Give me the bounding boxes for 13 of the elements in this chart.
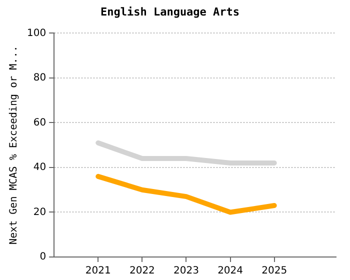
y-tick-label: 80: [33, 72, 46, 84]
y-axis-title: Next Gen MCAS % Exceeding or M...: [8, 46, 20, 244]
y-tick-label: 20: [33, 206, 46, 218]
y-tick-label: 100: [26, 28, 46, 39]
x-tick-label: 2022: [129, 266, 155, 277]
x-tick-label: 2025: [262, 266, 288, 277]
y-tick-label: 40: [33, 162, 46, 174]
y-tick-label: 0: [40, 252, 46, 263]
y-tick-label: 60: [33, 117, 46, 128]
x-tick-label: 2024: [218, 266, 244, 277]
chart-title: English Language Arts: [100, 5, 240, 18]
x-tick-label: 2023: [174, 266, 199, 277]
x-tick-label: 2021: [85, 266, 111, 277]
